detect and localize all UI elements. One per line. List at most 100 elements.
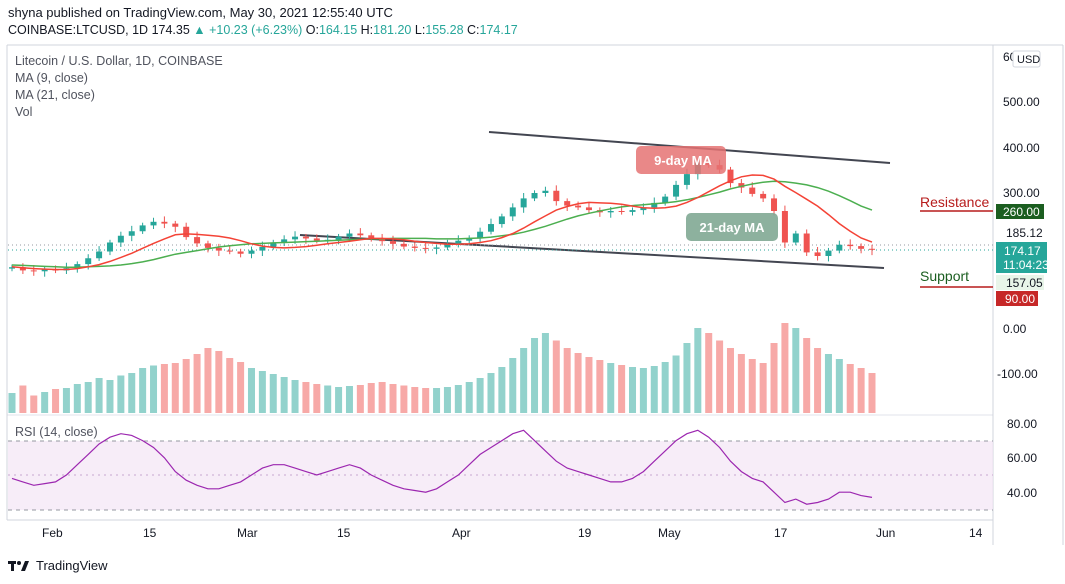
candle-body [400, 243, 407, 247]
footer-brand[interactable]: TradingView [8, 558, 108, 573]
candle-body [204, 243, 211, 248]
volume-bar [716, 340, 724, 413]
candle-body [618, 211, 625, 212]
candle-body [651, 202, 658, 208]
support-label: Support [920, 268, 969, 284]
y-tick: 400.00 [1003, 141, 1040, 155]
candle-body [117, 235, 124, 243]
candle-body [749, 187, 756, 194]
volume-bar [465, 382, 473, 413]
volume-bar [422, 388, 430, 413]
volume-bar [30, 395, 38, 413]
candle-body [662, 196, 669, 203]
volume-bar [204, 348, 212, 413]
ma21-line [11, 180, 873, 269]
candle-body [183, 226, 190, 238]
legend-title[interactable]: Litecoin / U.S. Dollar, 1D, COINBASE [15, 54, 223, 68]
legend-rsi[interactable]: RSI (14, close) [15, 425, 98, 439]
candle-body [629, 210, 636, 212]
candle-body [760, 193, 767, 199]
time-axis[interactable]: Feb 15 Mar 15 Apr 19 May 17 Jun 14 [42, 526, 983, 540]
resistance-value-badge: 260.00 [996, 204, 1044, 219]
resistance-label: Resistance [920, 194, 989, 210]
volume-bar [95, 378, 103, 413]
candle-body [411, 246, 418, 248]
volume-bar [705, 333, 713, 413]
candle-body [30, 270, 37, 272]
candle-body [673, 184, 680, 197]
candle-body [803, 233, 810, 253]
volume-bar [41, 392, 49, 413]
volume-bar [378, 382, 386, 413]
volume-bar [313, 384, 321, 413]
volume-bar [520, 348, 528, 413]
legend-vol[interactable]: Vol [15, 105, 33, 119]
volume-bar [389, 384, 397, 413]
ma9-callout-text: 9-day MA [654, 153, 712, 168]
volume-bar [563, 348, 571, 413]
legend-ma21[interactable]: MA (21, close) [15, 88, 95, 102]
candle-body [477, 231, 484, 238]
candle-body [85, 258, 92, 265]
candle-body [150, 221, 157, 226]
volume-bar [596, 360, 604, 413]
volume-bar [672, 355, 680, 413]
candle-body [455, 240, 462, 244]
svg-text:157.05: 157.05 [1006, 276, 1043, 290]
ma9-callout: 9-day MA [636, 146, 726, 174]
candle-body [531, 193, 538, 199]
candle-body [858, 246, 865, 249]
x-tick: Feb [42, 526, 63, 540]
volume-bar [650, 366, 658, 413]
volume-bar [117, 375, 125, 413]
volume-bar [694, 328, 702, 413]
volume-bar [759, 363, 767, 413]
candle-body [346, 233, 353, 237]
volume-bar [868, 373, 876, 413]
volume-bar [258, 371, 266, 413]
volume-bar [73, 384, 81, 413]
candle-body [781, 211, 788, 243]
legend-ma9[interactable]: MA (9, close) [15, 71, 88, 85]
support-value-badge: 90.00 [996, 291, 1038, 306]
volume-bar [726, 348, 734, 413]
y-tick: 0.00 [1003, 322, 1027, 336]
close-label: C: [467, 23, 480, 37]
volume-bar [324, 385, 332, 413]
low-label: L: [414, 23, 426, 37]
volume-bar [814, 348, 822, 413]
volume-bar [411, 387, 419, 413]
volume-bar [247, 368, 255, 413]
candle-body [281, 239, 288, 243]
candle-body [302, 236, 309, 239]
candle-body [313, 238, 320, 241]
x-tick: 19 [578, 526, 592, 540]
volume-bar [160, 364, 168, 413]
volume-bar [400, 385, 408, 413]
candle-body [237, 251, 244, 254]
volume-bar [128, 373, 136, 413]
volume-bars [8, 323, 876, 413]
candle-body [106, 242, 113, 252]
volume-bar [639, 368, 647, 413]
volume-bar [476, 378, 484, 413]
currency-badge[interactable]: USD [1012, 50, 1041, 68]
volume-bar [792, 328, 800, 413]
volume-bar [509, 358, 517, 413]
volume-bar [803, 338, 811, 413]
candle-body [836, 244, 843, 251]
rsi-axis[interactable]: 80.00 60.00 40.00 [1007, 417, 1037, 500]
x-tick: 15 [143, 526, 157, 540]
candle-body [335, 236, 342, 240]
high-label: H: [360, 23, 374, 37]
ma9-line [11, 174, 873, 271]
volume-bar [106, 380, 114, 413]
rsi-tick: 40.00 [1007, 486, 1037, 500]
svg-text:174.17: 174.17 [1004, 244, 1041, 258]
candle-body [41, 269, 48, 272]
x-tick: 17 [774, 526, 788, 540]
volume-bar [171, 363, 179, 413]
volume-bar [487, 373, 495, 413]
candle-body [172, 223, 179, 227]
